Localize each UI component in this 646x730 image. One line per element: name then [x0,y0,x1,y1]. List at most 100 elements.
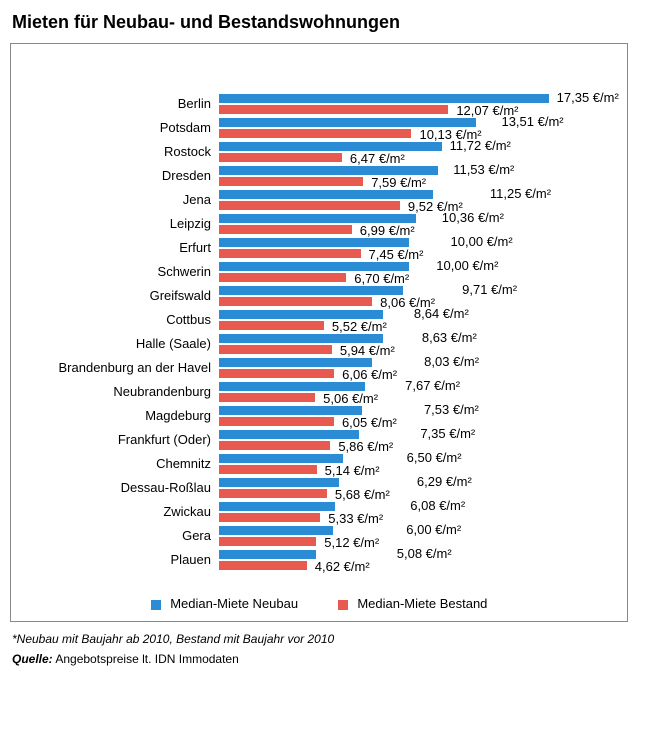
bar-neubau [219,454,343,463]
bar-neubau [219,406,362,415]
city-label: Dessau-Roßlau [21,480,211,495]
city-label: Schwerin [21,264,211,279]
bar-neubau [219,190,433,199]
city-label: Plauen [21,552,211,567]
value-neubau: 10,00 €/m² [451,234,513,249]
bar-bestand [219,465,317,474]
legend: Median-Miete Neubau Median-Miete Bestand [21,596,617,611]
bar-neubau [219,334,383,343]
bar-bestand [219,561,307,570]
city-label: Greifswald [21,288,211,303]
city-label: Leipzig [21,216,211,231]
chart-row: Erfurt10,00 €/m²7,45 €/m² [21,236,617,260]
value-neubau: 6,50 €/m² [407,450,462,465]
chart-row: Zwickau6,08 €/m²5,33 €/m² [21,500,617,524]
chart-row: Frankfurt (Oder)7,35 €/m²5,86 €/m² [21,428,617,452]
city-label: Zwickau [21,504,211,519]
city-label: Magdeburg [21,408,211,423]
chart-row: Dresden11,53 €/m²7,59 €/m² [21,164,617,188]
bar-bestand [219,129,411,138]
legend-label-bestand: Median-Miete Bestand [357,596,487,611]
legend-item-neubau: Median-Miete Neubau [151,596,299,611]
bar-bestand [219,345,332,354]
chart-row: Schwerin10,00 €/m²6,70 €/m² [21,260,617,284]
legend-label-neubau: Median-Miete Neubau [170,596,298,611]
chart-row: Plauen 5,08 €/m² 4,62 €/m² [21,548,617,572]
chart-row: Dessau-Roßlau6,29 €/m²5,68 €/m² [21,476,617,500]
bar-bestand [219,321,324,330]
value-neubau: 6,08 €/m² [410,498,465,513]
bar-neubau [219,502,335,511]
bar-neubau [219,142,442,151]
source-line: Quelle: Angebotspreise lt. IDN Immodaten [12,652,634,666]
chart-row: Gera6,00 €/m²5,12 €/m² [21,524,617,548]
city-label: Rostock [21,144,211,159]
chart-row: Greifswald9,71 €/m²8,06 €/m² [21,284,617,308]
chart-row: Rostock11,72 €/m²6,47 €/m² [21,140,617,164]
bar-neubau [219,478,339,487]
bar-bestand [219,177,363,186]
value-neubau: 11,72 €/m² [450,138,511,153]
bar-neubau [219,118,476,127]
value-neubau: 10,36 €/m² [442,210,504,225]
bar-neubau [219,358,372,367]
bar-bestand [219,297,372,306]
city-label: Potsdam [21,120,211,135]
source-text: Angebotspreise lt. IDN Immodaten [55,652,238,666]
chart-row: Potsdam13,51 €/m²10,13 €/m² [21,116,617,140]
bar-bestand [219,369,334,378]
chart-row: Magdeburg7,53 €/m²6,05 €/m² [21,404,617,428]
chart-row: Halle (Saale)8,63 €/m²5,94 €/m² [21,332,617,356]
source-label: Quelle: [12,652,53,666]
city-label: Jena [21,192,211,207]
bar-neubau [219,310,383,319]
value-neubau: 11,25 €/m² [490,186,551,201]
bar-neubau [219,238,409,247]
bar-neubau [219,382,365,391]
value-bestand: 4,62 €/m² [315,559,370,574]
city-label: Chemnitz [21,456,211,471]
chart-row: Brandenburg an der Havel8,03 €/m²6,06 €/… [21,356,617,380]
chart-row: Leipzig10,36 €/m²6,99 €/m² [21,212,617,236]
bar-bestand [219,417,334,426]
figure-container: Mieten für Neubau- und Bestandswohnungen… [0,0,646,672]
city-label: Brandenburg an der Havel [21,360,211,375]
bar-neubau [219,430,359,439]
value-neubau: 8,64 €/m² [414,306,469,321]
value-neubau: 10,00 €/m² [436,258,498,273]
value-neubau: 8,63 €/m² [422,330,477,345]
city-label: Erfurt [21,240,211,255]
city-label: Gera [21,528,211,543]
value-neubau: 8,03 €/m² [424,354,479,369]
value-neubau: 9,71 €/m² [462,282,517,297]
bar-neubau [219,262,409,271]
value-neubau: 5,08 €/m² [397,546,452,561]
chart-row: Berlin17,35 €/m²12,07 €/m² [21,92,617,116]
bar-neubau [219,526,333,535]
bar-bestand [219,249,361,258]
value-neubau: 7,53 €/m² [424,402,479,417]
bar-bestand [219,225,352,234]
bar-bestand [219,489,327,498]
bar-bestand [219,513,320,522]
legend-swatch-neubau [151,600,161,610]
bar-neubau [219,286,403,295]
bar-neubau [219,550,316,559]
legend-swatch-bestand [338,600,348,610]
chart-row: Cottbus8,64 €/m²5,52 €/m² [21,308,617,332]
value-neubau: 17,35 €/m² [557,90,619,105]
bar-bestand [219,273,346,282]
legend-item-bestand: Median-Miete Bestand [338,596,488,611]
city-label: Neubrandenburg [21,384,211,399]
city-label: Dresden [21,168,211,183]
chart-title: Mieten für Neubau- und Bestandswohnungen [12,12,636,33]
chart-row: Neubrandenburg7,67 €/m²5,06 €/m² [21,380,617,404]
bar-neubau [219,166,438,175]
value-neubau: 7,35 €/m² [420,426,475,441]
chart-row: Jena11,25 €/m²9,52 €/m² [21,188,617,212]
city-label: Halle (Saale) [21,336,211,351]
value-neubau: 6,00 €/m² [406,522,461,537]
value-neubau: 11,53 €/m² [453,162,514,177]
value-neubau: 6,29 €/m² [417,474,472,489]
footnote: *Neubau mit Baujahr ab 2010, Bestand mit… [12,632,634,646]
